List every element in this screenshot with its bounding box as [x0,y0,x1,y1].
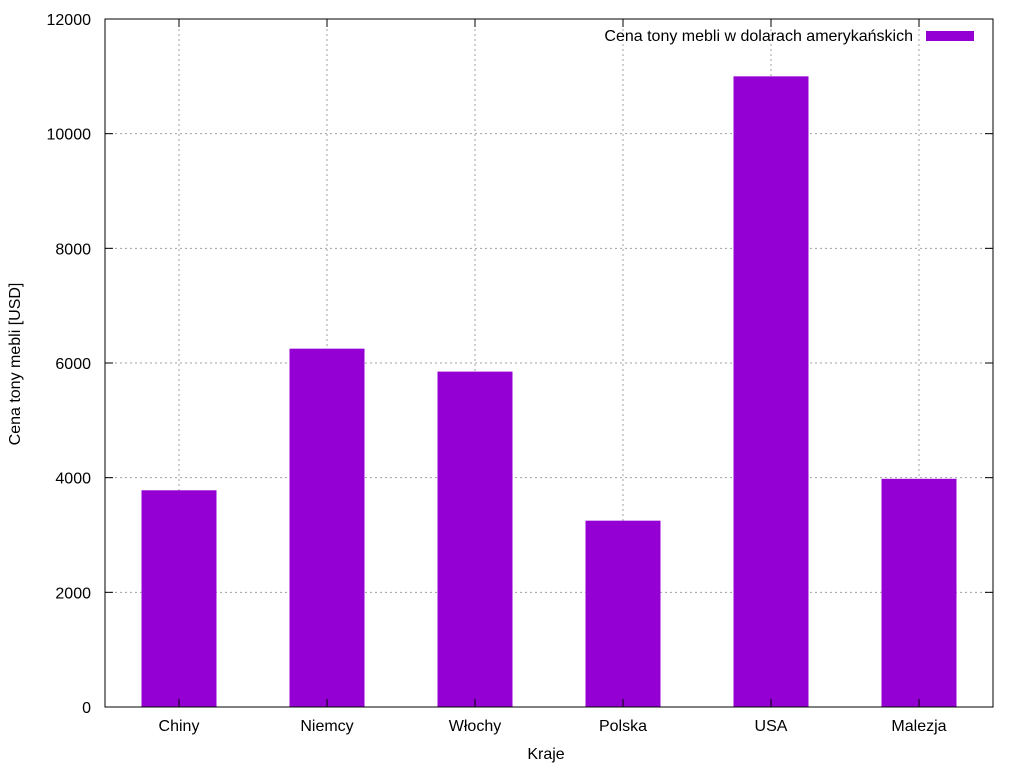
x-tick-label: Włochy [449,718,501,735]
legend-swatch [926,31,974,41]
y-tick-label: 0 [82,700,91,717]
x-tick-label: Malezja [891,718,946,735]
y-axis-label: Cena tony mebli [USD] [7,283,24,446]
x-tick-label: Polska [599,718,647,735]
y-tick-label: 2000 [55,585,91,602]
bar-chiny [141,490,217,707]
x-tick-label: USA [755,718,788,735]
x-tick-labels: Chiny Niemcy Włochy Polska USA Malezja [159,718,947,735]
legend: Cena tony mebli w dolarach amerykańskich [604,28,974,45]
x-tick-label: Chiny [159,718,200,735]
y-tick-label: 8000 [55,241,91,258]
bars [141,76,957,708]
bar-włochy [437,371,513,707]
bar-polska [585,520,661,707]
y-tick-label: 4000 [55,471,91,488]
bar-niemcy [289,348,365,707]
axis-ticks [105,18,993,708]
y-tick-label: 6000 [55,356,91,373]
y-tick-label: 12000 [47,12,92,29]
bar-usa [733,76,809,708]
y-tick-labels: 0 2000 4000 6000 8000 10000 12000 [47,12,92,717]
grid-lines [105,19,993,707]
x-tick-label: Niemcy [300,718,353,735]
bar-malezja [881,478,957,707]
legend-label: Cena tony mebli w dolarach amerykańskich [604,28,913,45]
x-axis-label: Kraje [527,746,564,763]
y-tick-label: 10000 [47,127,92,144]
plot-frame [104,18,994,708]
